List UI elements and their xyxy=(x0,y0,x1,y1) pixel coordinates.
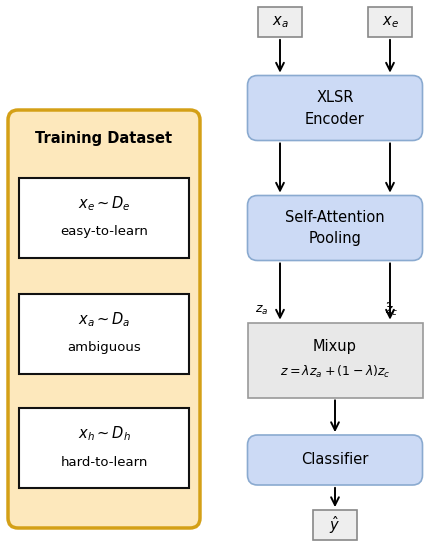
Text: Classifier: Classifier xyxy=(301,453,369,467)
FancyBboxPatch shape xyxy=(247,76,423,140)
Text: $z = \lambda z_a + (1-\lambda)z_c$: $z = \lambda z_a + (1-\lambda)z_c$ xyxy=(280,364,390,380)
Bar xyxy=(313,510,357,540)
FancyBboxPatch shape xyxy=(247,435,423,485)
Text: $x_e$: $x_e$ xyxy=(381,14,399,30)
Text: Mixup: Mixup xyxy=(313,339,357,353)
Text: $z_a$: $z_a$ xyxy=(255,304,268,317)
Text: XLSR: XLSR xyxy=(316,89,354,105)
Text: $x_h \sim D_h$: $x_h \sim D_h$ xyxy=(78,425,131,443)
Text: $x_e \sim D_e$: $x_e \sim D_e$ xyxy=(78,195,131,213)
Bar xyxy=(258,7,302,37)
Text: ambiguous: ambiguous xyxy=(67,341,141,355)
Text: $\tilde{z}_c$: $\tilde{z}_c$ xyxy=(385,302,399,318)
Text: Self-Attention: Self-Attention xyxy=(285,209,385,225)
Text: $\hat{y}$: $\hat{y}$ xyxy=(329,514,341,536)
Bar xyxy=(368,7,412,37)
Bar xyxy=(19,178,189,258)
Bar xyxy=(19,294,189,374)
Text: Training Dataset: Training Dataset xyxy=(35,130,173,146)
Text: Encoder: Encoder xyxy=(305,111,365,127)
FancyBboxPatch shape xyxy=(8,110,200,528)
Text: hard-to-learn: hard-to-learn xyxy=(60,455,148,469)
FancyBboxPatch shape xyxy=(247,196,423,260)
Text: $x_a$: $x_a$ xyxy=(272,14,288,30)
Bar xyxy=(19,408,189,488)
Text: easy-to-learn: easy-to-learn xyxy=(60,225,148,238)
Bar xyxy=(247,323,423,397)
Text: $x_a \sim D_a$: $x_a \sim D_a$ xyxy=(78,311,130,329)
Text: Pooling: Pooling xyxy=(308,231,361,247)
